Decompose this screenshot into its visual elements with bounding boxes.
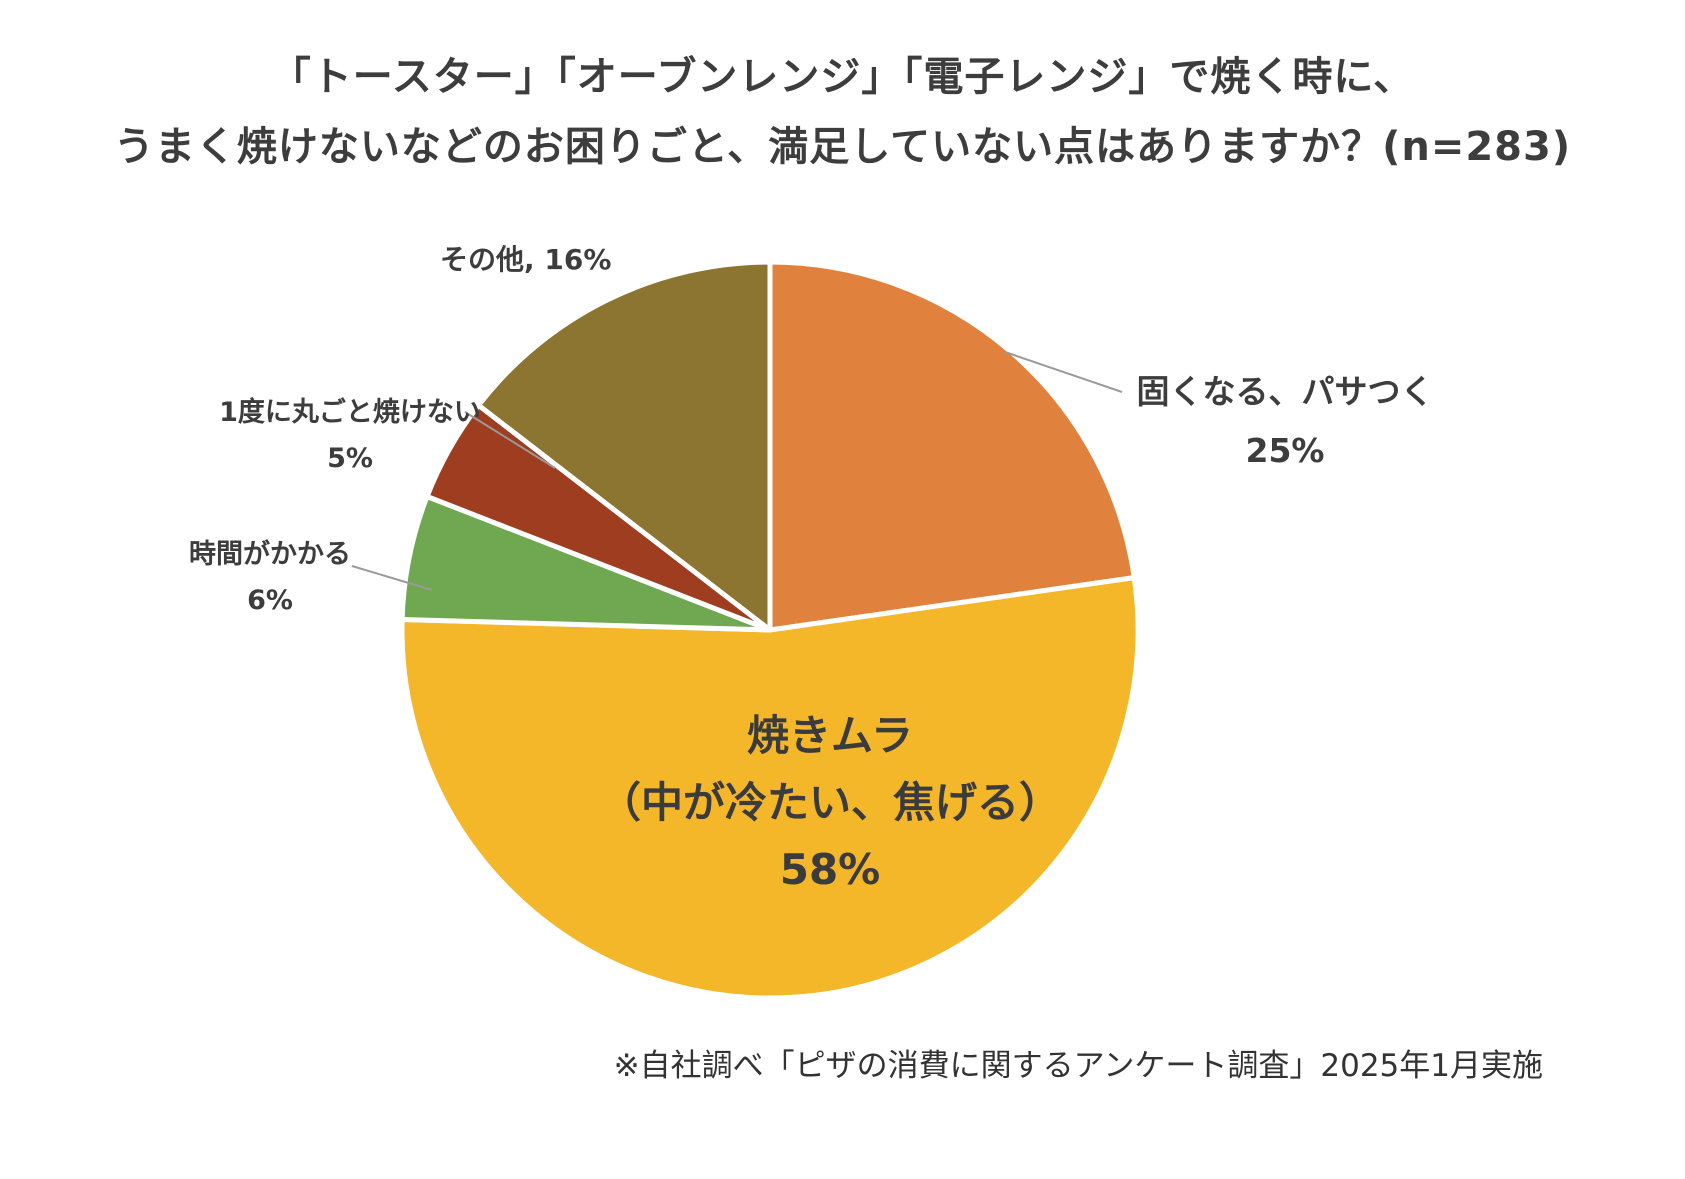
pie-slice-0 [767,259,1137,633]
footnote: ※自社調べ「ピザの消費に関するアンケート調査」2025年1月実施 [614,1040,1543,1085]
leader-line-hard [1004,351,1123,393]
callout-whole-value: 5% [327,442,373,474]
callout-time: 時間がかかる 6% [185,532,355,624]
chart-title: 「トースター」「オーブンレンジ」「電子レンジ」で焼く時に、 うまく焼けないなどの… [0,42,1685,182]
chart-title-line1: 「トースター」「オーブンレンジ」「電子レンジ」で焼く時に、 [270,54,1415,100]
leader-line-time [351,565,433,591]
callout-other-label: その他, 16% [440,243,612,276]
callout-center-line3: 58% [779,845,881,895]
callout-center-line1: 焼きムラ [747,711,913,760]
callout-center: 焼きムラ （中が冷たい、焦げる） 58% [520,702,1140,904]
callout-whole: 1度に丸ごと焼けない 5% [215,390,485,482]
callout-hard-label: 固くなる、パサつく [1136,372,1434,411]
callout-time-value: 6% [247,584,293,616]
callout-hard-value: 25% [1245,431,1325,471]
callout-center-line2: （中が冷たい、焦げる） [598,778,1061,828]
footnote-text: ※自社調べ「ピザの消費に関するアンケート調査」2025年1月実施 [613,1048,1543,1084]
callout-whole-label: 1度に丸ごと焼けない [219,397,481,428]
leader-line-whole [464,411,556,469]
callout-other: その他, 16% [440,238,611,281]
callout-hard: 固くなる、パサつく 25% [1115,362,1455,481]
pie-slice-4 [476,259,773,633]
pie-slice-1 [399,575,1141,1001]
chart-title-line2: うまく焼けないなどのお困りごと、満足していない点はありますか？(n=283) [113,124,1572,170]
callout-time-label: 時間がかかる [189,539,351,570]
pie-slices [399,259,1141,1001]
